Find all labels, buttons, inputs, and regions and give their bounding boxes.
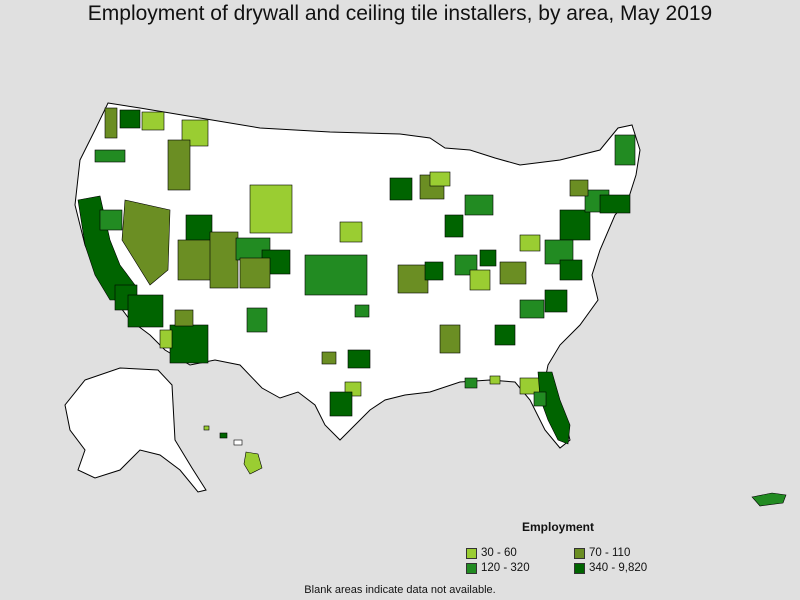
- legend-swatch: [466, 562, 477, 574]
- alaska-outline: [64, 367, 207, 493]
- map-title: Employment of drywall and ceiling tile i…: [87, 2, 713, 25]
- hawaii-islands: [203, 425, 263, 475]
- legend-label: 30 - 60: [481, 547, 517, 559]
- footnote: Blank areas indicate data not available.: [304, 584, 496, 596]
- legend-item-70-110: 70 - 110: [574, 547, 630, 559]
- area-regions: [77, 107, 636, 445]
- legend-swatch: [466, 547, 477, 559]
- legend-label: 340 - 9,820: [589, 562, 648, 574]
- legend-swatch: [574, 547, 585, 559]
- legend-swatch: [574, 562, 585, 574]
- legend-title: Employment: [522, 520, 595, 534]
- legend-item-120-320: 120 - 320: [466, 562, 530, 574]
- legend-item-340-9820: 340 - 9,820: [574, 562, 647, 574]
- legend-item-30-60: 30 - 60: [466, 547, 517, 559]
- legend-label: 70 - 110: [589, 547, 631, 559]
- puerto-rico: [751, 492, 787, 507]
- legend-label: 120 - 320: [481, 562, 530, 574]
